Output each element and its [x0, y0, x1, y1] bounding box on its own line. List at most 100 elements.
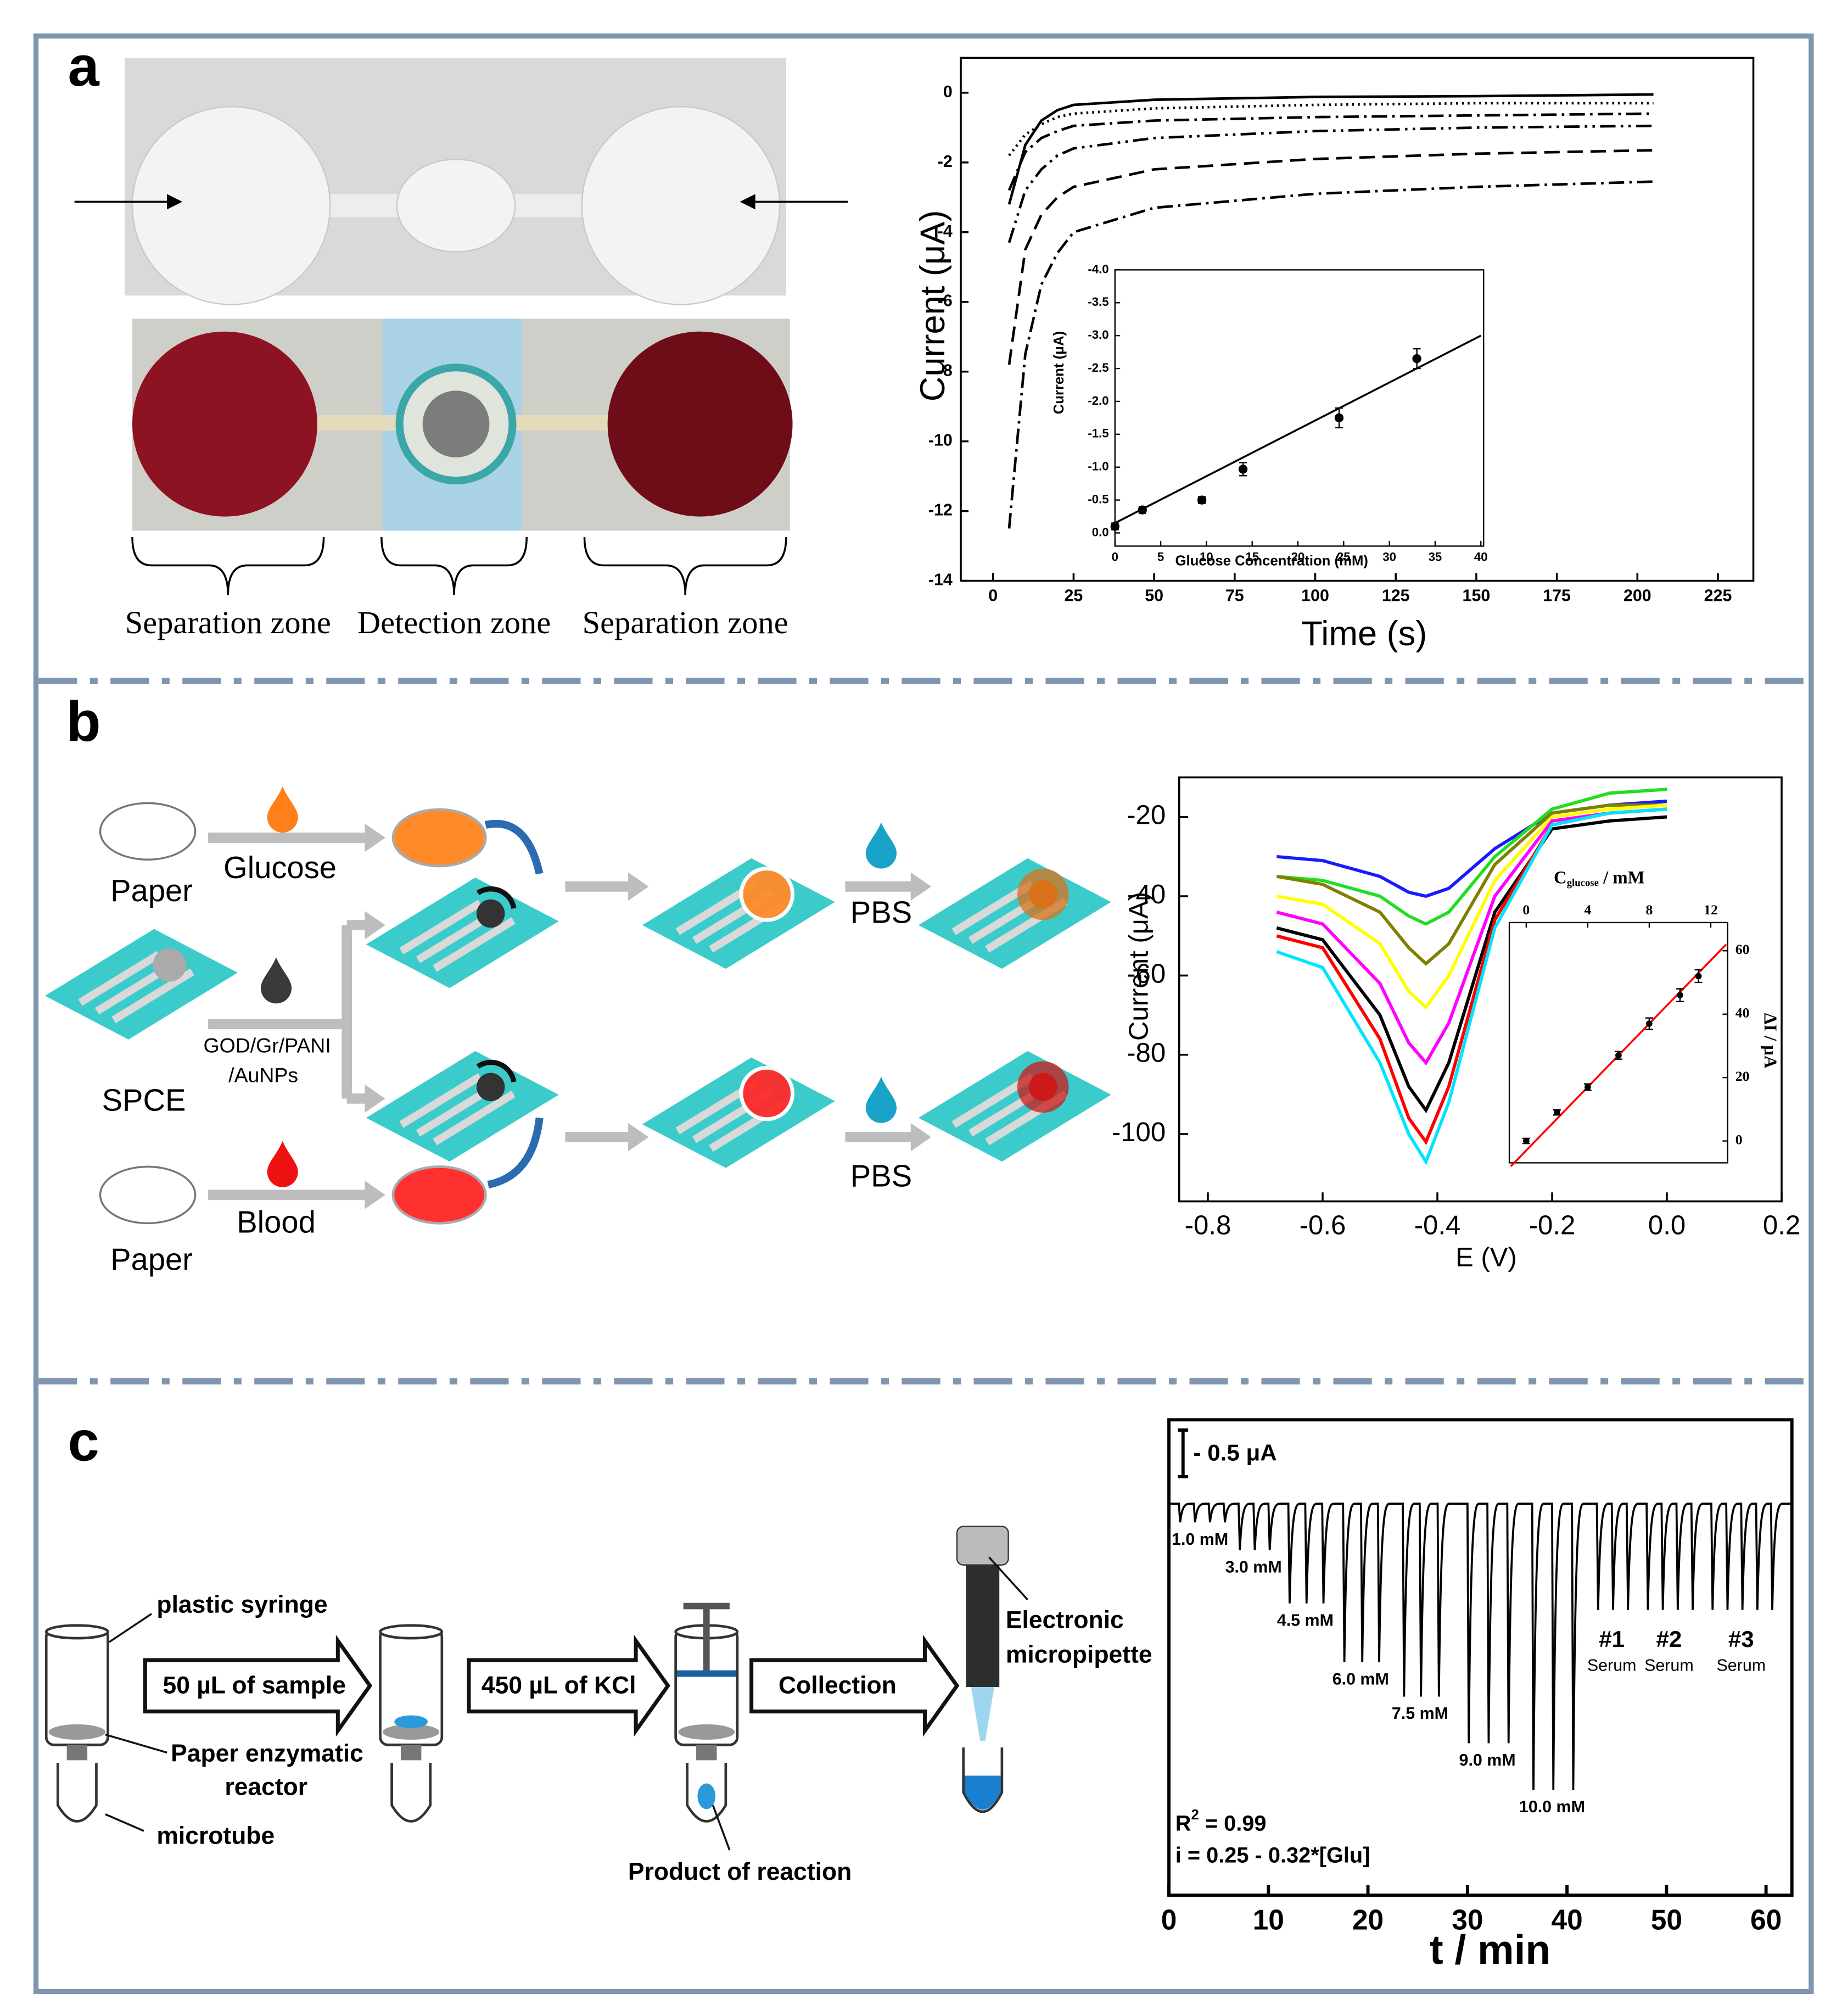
data-line	[1007, 93, 1654, 205]
electrode-track	[399, 1073, 482, 1128]
electrode-track	[111, 968, 194, 1024]
scale-bar	[1178, 1428, 1189, 1478]
pipette-head	[956, 1526, 1009, 1566]
electrode-track	[433, 1090, 516, 1146]
plot-frame	[1114, 269, 1485, 547]
x-tick-label: 20	[1291, 550, 1305, 563]
drop	[865, 1076, 897, 1123]
paper-disc	[131, 106, 331, 305]
x-tick-label: 50	[1145, 587, 1163, 605]
collected-liquid	[965, 1775, 1001, 1810]
data-point	[1110, 522, 1119, 531]
data-line	[1276, 788, 1667, 926]
x-tick-label: -0.6	[1300, 1210, 1346, 1240]
y-tick-label: -8	[938, 361, 953, 380]
glucose-paper	[391, 808, 487, 868]
block-arrow	[749, 1634, 960, 1737]
y-tick-label: -1.0	[1088, 460, 1108, 473]
x-tick-label: 30	[1382, 550, 1396, 563]
diagram-label: 50 µL of sample	[163, 1672, 346, 1699]
zone-label: Detection zone	[357, 605, 551, 640]
data-line	[1007, 180, 1654, 529]
x-tick-label: 25	[1337, 550, 1351, 563]
y-tick-label: -60	[1127, 959, 1166, 989]
y-tick-label: -2.5	[1088, 361, 1108, 375]
group-label: 9.0 mM	[1459, 1751, 1516, 1769]
pipette-tip	[971, 1686, 994, 1741]
r-squared-value: = 0.99	[1199, 1811, 1267, 1835]
syringe-tip	[400, 1745, 422, 1761]
paper	[99, 1165, 197, 1225]
zone-label: Separation zone	[125, 605, 331, 640]
data-line	[1007, 112, 1654, 191]
axis-title: E (V)	[1455, 1243, 1517, 1272]
group-sublabel: Serum	[1587, 1656, 1637, 1675]
curved-arrow	[484, 819, 544, 875]
axis-title: Current (μA)	[1124, 892, 1154, 1041]
group-label: 7.5 mM	[1392, 1704, 1448, 1723]
sample-spot	[739, 867, 795, 922]
x-tick-label: 40	[1551, 1903, 1582, 1935]
sample-core	[1029, 1073, 1057, 1102]
r-squared: R2 = 0.99	[1175, 1807, 1267, 1835]
product-drop	[697, 1783, 716, 1810]
microtube	[390, 1763, 432, 1823]
arrow-head	[167, 194, 183, 210]
data-line	[1007, 124, 1654, 243]
x-tick-label: 100	[1301, 587, 1329, 605]
electrode-track	[433, 917, 516, 972]
axis-title-sub: glucose	[1567, 878, 1599, 889]
pipette-body	[966, 1565, 1000, 1687]
brace	[380, 537, 528, 595]
group-label: 10.0 mM	[1519, 1797, 1585, 1816]
r-squared-base: R	[1175, 1811, 1191, 1835]
y-tick-label: -80	[1127, 1038, 1166, 1068]
data-point	[1646, 1020, 1653, 1027]
data-line	[1276, 803, 1667, 1010]
x-tick-label: 175	[1543, 587, 1571, 605]
syringe-tip	[696, 1745, 717, 1761]
working-electrode	[153, 948, 187, 982]
axis-title: Glucose Concentration (mM)	[1175, 553, 1368, 568]
diagram-label: GOD/Gr/PANI	[204, 1034, 331, 1057]
arrow-head	[910, 872, 932, 901]
data-point	[1523, 1137, 1530, 1144]
diagram-label: Glucose	[223, 850, 337, 885]
group-label: #1	[1599, 1626, 1625, 1652]
plot-frame	[1508, 922, 1728, 1164]
pointer	[105, 1813, 144, 1832]
arrow-head	[628, 1123, 649, 1152]
x-tick-label: 0	[1112, 550, 1118, 563]
solution	[676, 1670, 736, 1677]
diagram-label: PBS	[850, 1158, 912, 1193]
drop	[267, 786, 298, 833]
paper-reactor	[383, 1724, 440, 1740]
x-tick-label: 125	[1382, 587, 1410, 605]
blood-disc	[607, 331, 793, 517]
arrow-head	[365, 1181, 385, 1209]
data-line	[1007, 149, 1654, 365]
zone-label: Separation zone	[583, 605, 788, 640]
syringe-rim	[379, 1624, 444, 1640]
diagram-label: microtube	[156, 1822, 275, 1849]
y-tick-label: -100	[1112, 1118, 1166, 1147]
pointer	[108, 1613, 153, 1643]
diagram-label: Collection	[779, 1672, 897, 1699]
diagram-label: PBS	[850, 895, 912, 930]
data-line	[1276, 815, 1667, 1114]
plot-frame	[1167, 1418, 1794, 1897]
y-tick-label: -1.5	[1088, 427, 1108, 440]
diagram-label: Paper enzymatic	[171, 1740, 363, 1767]
arrow-head	[740, 194, 755, 210]
sample-spot	[739, 1065, 795, 1121]
r-squared-sup: 2	[1191, 1807, 1199, 1823]
data-point	[1554, 1109, 1560, 1116]
axis-title: Current (μA)	[1051, 331, 1067, 414]
x-tick-label: 0.2	[1763, 1210, 1800, 1240]
diagram-label: 450 µL of KCl	[482, 1672, 636, 1699]
scale-bar-label: - 0.5 μA	[1193, 1440, 1276, 1466]
panel-label: b	[66, 690, 101, 753]
fit-line	[1114, 334, 1482, 524]
axis-title: Current (μA)	[914, 210, 952, 402]
diagram-label: reactor	[225, 1774, 307, 1801]
